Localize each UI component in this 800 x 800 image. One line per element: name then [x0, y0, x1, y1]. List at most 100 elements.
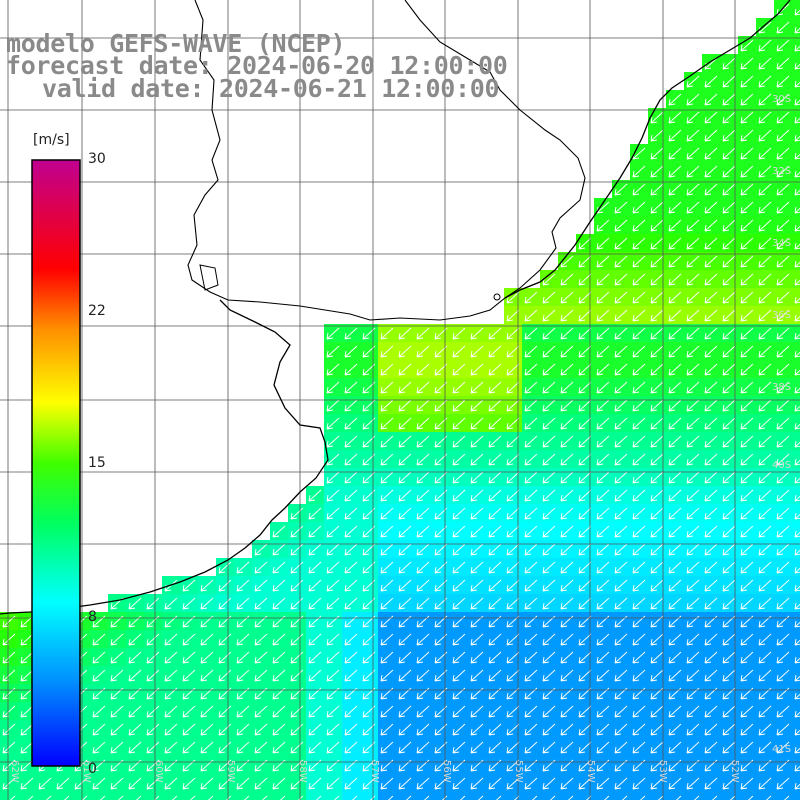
wind-arrow [776, 741, 790, 754]
wind-arrow [614, 669, 628, 682]
river-border [187, 0, 586, 321]
wind-arrow [614, 561, 628, 574]
colorbar-tick-15: 15 [88, 455, 106, 471]
wind-arrow [488, 561, 502, 574]
wind-arrow [488, 579, 502, 592]
wind-arrow [488, 525, 502, 538]
wind-arrow [398, 705, 412, 718]
wind-arrow [686, 669, 700, 682]
wind-arrow [326, 363, 340, 376]
wind-arrow [776, 363, 790, 376]
wind-arrow [632, 705, 646, 718]
wind-arrow [668, 543, 682, 556]
wind-arrow [308, 507, 322, 520]
wind-arrow [686, 75, 700, 88]
wind-arrow [758, 291, 772, 304]
wind-arrow [776, 597, 790, 610]
wind-arrow [182, 651, 196, 664]
wind-arrow [632, 579, 646, 592]
wind-speed-cell [360, 792, 378, 800]
wind-arrow [614, 327, 628, 340]
wind-arrow [470, 417, 484, 430]
wind-arrow [578, 453, 592, 466]
wind-arrow [272, 633, 286, 646]
wind-arrow [272, 669, 286, 682]
wind-arrow [758, 507, 772, 520]
wind-arrow [794, 782, 800, 790]
wind-speed-cell [756, 792, 774, 800]
wind-arrow [794, 98, 800, 106]
wind-arrow [632, 597, 646, 610]
wind-arrow [794, 368, 800, 376]
wind-arrow [398, 435, 412, 448]
wind-arrow [740, 741, 754, 754]
wind-arrow [722, 363, 736, 376]
wind-arrow [488, 381, 502, 394]
wind-arrow [650, 219, 664, 232]
wind-speed-cell [54, 792, 72, 800]
wind-arrow [524, 507, 538, 520]
wind-arrow [470, 561, 484, 574]
wind-arrow [506, 417, 520, 430]
wind-arrow [146, 633, 160, 646]
wind-arrow [452, 651, 466, 664]
wind-arrow [218, 741, 232, 754]
wind-speed-cell [504, 792, 522, 800]
wind-arrow [308, 525, 322, 538]
wind-arrow [416, 705, 430, 718]
wind-arrow [686, 561, 700, 574]
wind-arrow [632, 291, 646, 304]
wind-arrow [596, 633, 610, 646]
wind-arrow [596, 399, 610, 412]
wind-arrow [506, 525, 520, 538]
wind-arrow [542, 597, 556, 610]
wind-arrow [452, 705, 466, 718]
wind-arrow [758, 579, 772, 592]
wind-arrow [524, 453, 538, 466]
wind-arrow [794, 206, 800, 214]
wind-arrow [722, 543, 736, 556]
wind-arrow [632, 273, 646, 286]
colorbar-tick-30: 30 [88, 151, 106, 167]
longitude-label: 61W [81, 760, 92, 783]
wind-arrow [686, 237, 700, 250]
wind-arrow [542, 633, 556, 646]
wind-arrow [416, 507, 430, 520]
wind-arrow [668, 561, 682, 574]
wind-arrow [560, 597, 574, 610]
wind-arrow [740, 705, 754, 718]
wind-arrow [794, 350, 800, 358]
wind-arrow [254, 777, 268, 790]
wind-arrow [704, 723, 718, 736]
wind-arrow [452, 489, 466, 502]
wind-arrow [794, 296, 800, 304]
wind-arrow [740, 507, 754, 520]
wind-arrow [704, 75, 718, 88]
wind-arrow [488, 669, 502, 682]
wind-arrow [632, 543, 646, 556]
wind-arrow [524, 741, 538, 754]
wind-arrow [722, 705, 736, 718]
wind-arrow [686, 147, 700, 160]
wind-arrow [452, 453, 466, 466]
wind-arrow [632, 381, 646, 394]
wind-arrow [596, 273, 610, 286]
wind-arrow [794, 62, 800, 70]
wind-arrow [290, 633, 304, 646]
wind-arrow [218, 723, 232, 736]
wind-arrow [686, 723, 700, 736]
wind-arrow [164, 777, 178, 790]
wind-arrow [596, 417, 610, 430]
wind-arrow [470, 543, 484, 556]
wind-arrow [506, 597, 520, 610]
wind-arrow [650, 399, 664, 412]
wind-arrow [506, 633, 520, 646]
wind-arrow [524, 327, 538, 340]
wind-arrow [452, 633, 466, 646]
wind-arrow [171, 795, 178, 800]
wind-arrow [452, 327, 466, 340]
wind-arrow [380, 507, 394, 520]
wind-arrow [776, 255, 790, 268]
wind-arrow [776, 129, 790, 142]
wind-arrow [344, 417, 358, 430]
